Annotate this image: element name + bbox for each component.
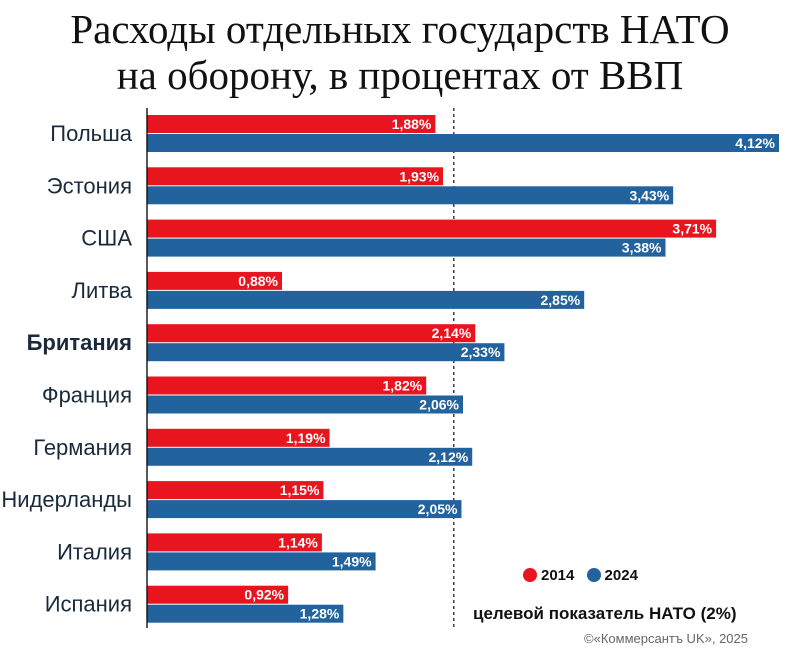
legend: 2014 2024 [523, 567, 646, 584]
legend-swatch-2014 [523, 568, 537, 582]
bar-value-label-2024: 3,38% [622, 240, 662, 256]
country-label: Италия [57, 539, 132, 564]
bar-2014 [147, 585, 289, 604]
bar-value-label-2014: 0,92% [244, 587, 284, 603]
legend-item-2014: 2014 [523, 567, 574, 584]
bar-value-label-2014: 1,15% [280, 482, 320, 498]
bar-value-label-2024: 3,43% [629, 187, 669, 203]
bar-value-label-2014: 2,14% [432, 325, 472, 341]
country-label: Нидерланды [1, 487, 132, 512]
country-label: США [81, 226, 132, 251]
bar-value-label-2024: 2,06% [419, 397, 459, 413]
bar-2014 [147, 324, 476, 343]
target-line-note: целевой показатель НАТО (2%) [473, 604, 737, 623]
bar-2014 [147, 376, 427, 395]
bar-value-label-2024: 2,12% [429, 449, 469, 465]
bar-2024 [147, 395, 464, 414]
bar-value-label-2014: 1,82% [382, 378, 422, 394]
bar-2024 [147, 343, 505, 362]
country-label: Британия [27, 330, 132, 355]
bar-2024 [147, 500, 462, 519]
bar-2024 [147, 604, 344, 623]
country-label: Литва [72, 278, 133, 303]
bar-value-label-2024: 2,05% [418, 501, 458, 517]
bar-value-label-2014: 1,14% [278, 534, 318, 550]
bar-2024 [147, 134, 780, 152]
bar-value-label-2024: 1,49% [332, 553, 372, 569]
chart-title: Расходы отдельных государств НАТО на обо… [0, 6, 800, 98]
bar-2024 [147, 186, 674, 205]
legend-label-2014: 2014 [541, 567, 575, 584]
bar-2024 [147, 447, 473, 466]
bar-value-label-2014: 1,93% [399, 168, 439, 184]
bar-value-label-2024: 2,33% [461, 344, 501, 360]
bar-value-label-2014: 3,71% [672, 221, 712, 237]
bar-2014 [147, 219, 717, 238]
bar-2014 [147, 167, 444, 186]
bar-value-label-2014: 1,19% [286, 430, 326, 446]
bar-value-label-2024: 4,12% [735, 135, 775, 151]
country-label: Испания [45, 592, 132, 617]
bar-2024 [147, 238, 666, 257]
bar-2014 [147, 428, 330, 447]
bar-value-label-2014: 0,88% [238, 273, 278, 289]
legend-swatch-2024 [586, 568, 601, 582]
country-label: Франция [42, 383, 132, 408]
chart-title-line-2: на оборону, в процентах от ВВП [116, 52, 684, 98]
country-label: Эстония [47, 173, 132, 198]
bar-value-label-2024: 2,85% [540, 292, 580, 308]
bar-2024 [147, 552, 376, 571]
bar-2014 [147, 271, 282, 290]
bar-2014 [147, 115, 436, 133]
country-label: Польша [50, 121, 133, 146]
legend-item-2024: 2024 [586, 567, 638, 584]
legend-label-2024: 2024 [604, 567, 638, 584]
credit: ©«Коммерсантъ UK», 2025 [584, 631, 748, 646]
bar-2014 [147, 533, 322, 552]
chart-title-line-1: Расходы отдельных государств НАТО [70, 6, 730, 52]
bar-value-label-2024: 1,28% [300, 606, 340, 622]
bar-2014 [147, 481, 324, 500]
bar-value-label-2014: 1,88% [392, 116, 432, 132]
bar-2024 [147, 290, 585, 309]
country-label: Германия [33, 435, 132, 460]
